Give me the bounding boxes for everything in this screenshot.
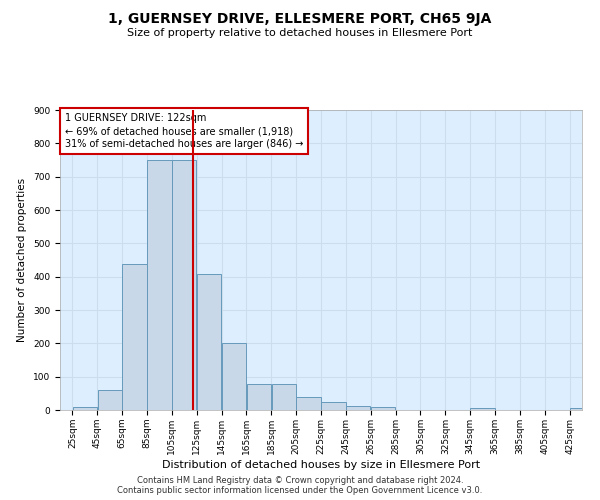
Bar (122, 264, 146, 410)
Bar (247, 384, 271, 410)
Bar (98, 390, 122, 410)
Bar (73, 406, 97, 410)
Y-axis label: Number of detached properties: Number of detached properties (17, 178, 28, 342)
Bar (148, 160, 172, 410)
Text: Contains HM Land Registry data © Crown copyright and database right 2024.
Contai: Contains HM Land Registry data © Crown c… (118, 476, 482, 495)
X-axis label: Distribution of detached houses by size in Ellesmere Port: Distribution of detached houses by size … (162, 460, 480, 469)
Bar (346, 406, 370, 410)
Bar (570, 408, 594, 410)
Bar (272, 384, 296, 410)
Text: 1, GUERNSEY DRIVE, ELLESMERE PORT, CH65 9JA: 1, GUERNSEY DRIVE, ELLESMERE PORT, CH65 … (109, 12, 491, 26)
Bar (470, 408, 494, 410)
Bar (296, 396, 320, 410)
Bar (172, 160, 196, 410)
Bar (371, 408, 395, 410)
Text: 1 GUERNSEY DRIVE: 122sqm
← 69% of detached houses are smaller (1,918)
31% of sem: 1 GUERNSEY DRIVE: 122sqm ← 69% of detach… (65, 113, 304, 150)
Bar (222, 344, 246, 410)
Bar (322, 402, 346, 410)
Bar (197, 274, 221, 410)
Text: Size of property relative to detached houses in Ellesmere Port: Size of property relative to detached ho… (127, 28, 473, 38)
